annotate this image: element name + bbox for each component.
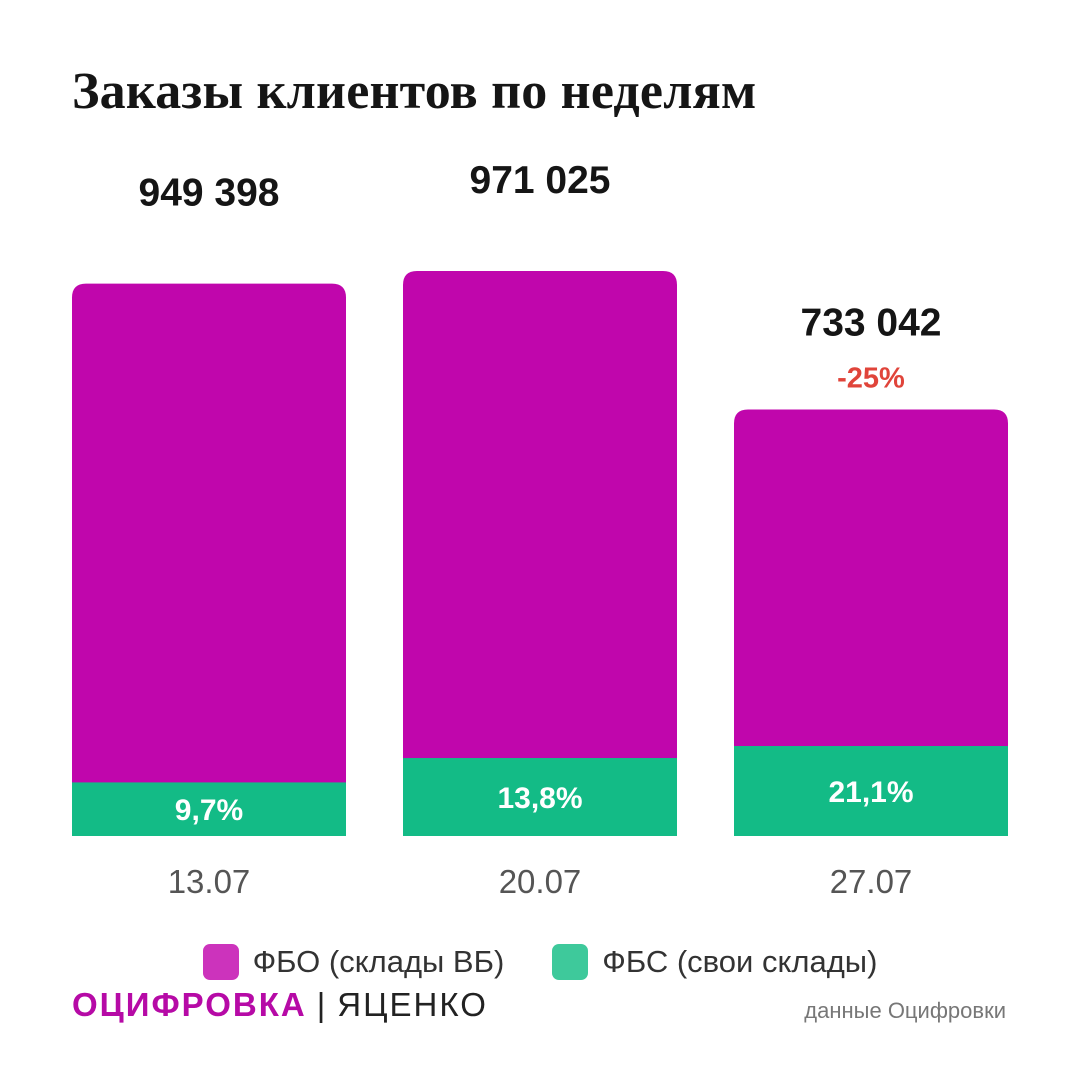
brand-author: ЯЦЕНКО bbox=[337, 986, 488, 1023]
data-source-note: данные Оцифровки bbox=[804, 998, 1006, 1023]
brand-logo: ОЦИФРОВКА | ЯЦЕНКО bbox=[72, 986, 488, 1024]
legend-swatch-fbo bbox=[202, 944, 239, 980]
brand-separator: | bbox=[316, 986, 328, 1023]
x-tick-label-3: 27.07 bbox=[830, 863, 913, 900]
chart-title: Заказы клиентов по неделям bbox=[72, 63, 757, 120]
total-label-2: 971 025 bbox=[470, 159, 611, 202]
legend: ФБО (склады ВБ) ФБС (свои склады) bbox=[0, 944, 1080, 980]
bar-fbs-2 bbox=[403, 758, 677, 836]
x-tick-label-2: 20.07 bbox=[499, 863, 582, 900]
total-label-1: 949 398 bbox=[139, 172, 280, 215]
bar-fbo-3 bbox=[734, 409, 1008, 748]
bar-fbs-1 bbox=[72, 782, 346, 836]
legend-label-fbo: ФБО (склады ВБ) bbox=[252, 944, 505, 979]
bar-fbo-1 bbox=[72, 283, 346, 784]
legend-item-fbo: ФБО (склады ВБ) bbox=[202, 944, 505, 980]
fbs-share-label-3: 21,1% bbox=[828, 776, 913, 809]
brand-name: ОЦИФРОВКА bbox=[72, 986, 307, 1023]
legend-item-fbs: ФБС (свои склады) bbox=[552, 944, 877, 980]
x-tick-label-1: 13.07 bbox=[168, 863, 251, 900]
fbs-share-label-1: 9,7% bbox=[175, 794, 243, 827]
legend-label-fbs: ФБС (свои склады) bbox=[602, 944, 878, 979]
fbs-share-label-2: 13,8% bbox=[497, 782, 582, 815]
bar-fbo-2 bbox=[403, 271, 677, 760]
total-label-3: 733 042 bbox=[801, 302, 942, 345]
bar-fbs-3 bbox=[734, 746, 1008, 836]
change-label-3: -25% bbox=[837, 363, 905, 395]
legend-swatch-fbs bbox=[552, 944, 589, 980]
